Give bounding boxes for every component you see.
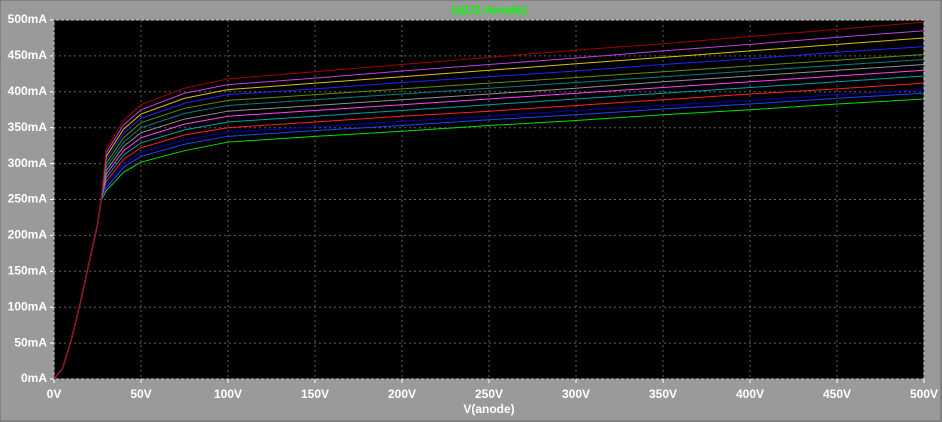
y-tick-label: 300mA: [8, 156, 48, 170]
y-tick-label: 450mA: [8, 48, 48, 62]
y-tick-label: 500mA: [8, 12, 48, 26]
x-tick-label: 250V: [475, 387, 503, 401]
x-tick-label: 50V: [130, 387, 151, 401]
y-tick-label: 150mA: [8, 263, 48, 277]
x-tick-label: 500V: [910, 387, 938, 401]
y-tick-label: 400mA: [8, 84, 48, 98]
chart-title: Ix(U1:Anode): [452, 3, 527, 17]
x-tick-label: 200V: [388, 387, 416, 401]
x-tick-label: 450V: [823, 387, 851, 401]
y-tick-label: 350mA: [8, 120, 48, 134]
x-axis-label: V(anode): [463, 402, 514, 416]
x-tick-label: 300V: [562, 387, 590, 401]
x-tick-label: 350V: [649, 387, 677, 401]
y-tick-label: 0mA: [21, 371, 47, 385]
y-tick-label: 50mA: [14, 335, 47, 349]
x-tick-label: 100V: [214, 387, 242, 401]
plot-group: 0mA 50mA 100mA 150mA 200mA 250mA 300mA 350mA 400…: [8, 12, 938, 401]
y-tick-label: 100mA: [8, 299, 48, 313]
x-tick-label: 0V: [47, 387, 62, 401]
x-tick-label: 150V: [301, 387, 329, 401]
y-tick-label: 200mA: [8, 228, 48, 242]
x-tick-label: 400V: [736, 387, 764, 401]
y-tick-label: 250mA: [8, 192, 48, 206]
series-line: [53, 21, 925, 380]
